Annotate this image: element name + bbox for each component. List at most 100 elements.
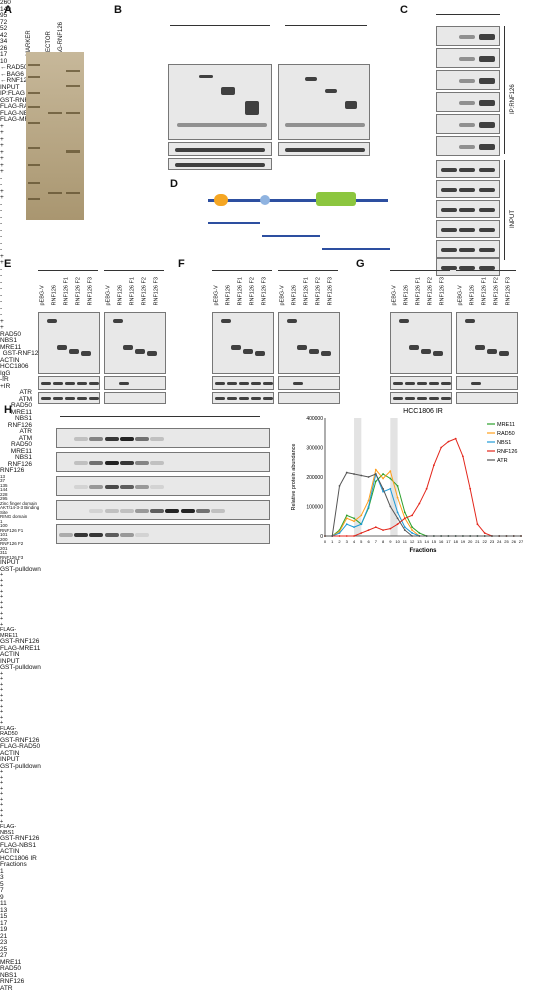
band [297,345,307,350]
blot-c-input [436,160,500,178]
data-point [375,481,377,483]
data-point [346,523,348,525]
band [74,533,88,537]
data-point [353,520,355,522]
band [479,56,495,62]
band-label: ATR [0,986,535,992]
band [251,382,261,385]
legend-label: RNF126 [497,449,517,455]
data-point [404,512,406,514]
band [459,228,475,232]
lane-label: pEBG-V [459,285,465,305]
band [41,397,51,400]
band [239,397,249,400]
band [89,382,99,385]
band [475,345,485,350]
x-tick-label: 0 [324,539,327,544]
band [433,351,443,356]
data-point [484,535,486,537]
data-point [513,535,515,537]
divider [212,270,272,271]
band [459,168,475,172]
lane-label: RNF126 [227,285,233,305]
data-point [346,472,348,474]
band [74,461,88,465]
x-tick-label: 11 [403,539,408,544]
data-point [477,523,479,525]
band [77,382,87,385]
band [135,437,149,441]
data-point [506,535,508,537]
data-point [491,535,493,537]
flag-label: FLAG-RAD50 [0,727,28,738]
panel-letter: G [356,258,365,270]
band [120,509,134,513]
y-tick-label: 200000 [306,475,323,481]
blot-c-input [436,200,500,218]
lane-label: RNF126 F3 [441,277,447,305]
band [421,349,431,354]
lane-label: RNF126 F1 [239,277,245,305]
data-point [339,535,341,537]
band [227,382,237,385]
silver-stain-gel [26,52,84,220]
legend-label: ATR [497,458,508,464]
band [215,382,225,385]
x-tick-label: 21 [475,539,480,544]
data-point [469,535,471,537]
lane-label: RNF126 [53,285,59,305]
x-tick-label: 16 [439,539,444,544]
band [459,248,475,252]
blot-actin [168,158,272,170]
panel-letter-a: A [4,4,12,16]
data-point [498,535,500,537]
lane-label: pEBG-V [281,285,287,305]
data-point [382,473,384,475]
data-point [411,532,413,534]
data-point [397,512,399,514]
lane-label: RNF126 F1 [131,277,137,305]
lane-label: pEBG-V [393,285,399,305]
band [147,351,157,356]
band [417,382,427,385]
data-point [469,488,471,490]
lane-label: RNF126 F3 [89,277,95,305]
panel-letter-h: H [4,404,12,416]
band [65,397,75,400]
band [150,437,164,441]
band [150,485,164,489]
blot-efg [212,312,274,374]
blot-efg [278,376,340,390]
band [459,101,475,105]
band [105,485,119,489]
data-point [411,529,413,531]
lane-label: pEBG-V [41,285,47,305]
band [441,382,451,385]
band [255,351,265,356]
band [479,248,495,252]
lane-label: RNF126 F2 [495,277,501,305]
data-point [520,535,522,537]
data-point [397,523,399,525]
blot-efg [212,392,274,404]
band [471,382,481,385]
band [196,509,210,513]
band [405,397,415,400]
band [135,349,145,354]
x-tick-label: 22 [482,539,487,544]
lane-label: RNF126 F1 [65,277,71,305]
blot-c-ip [436,70,500,90]
data-point [331,535,333,537]
band [321,351,331,356]
x-tick-label: 2 [338,539,341,544]
lane-label: RNF126 [119,285,125,305]
y-tick-label: 0 [320,534,323,540]
band [53,397,63,400]
band [459,79,475,83]
band [120,437,134,441]
legend-label: RAD50 [497,431,515,437]
band [53,382,63,385]
band [479,168,495,172]
band [165,509,179,513]
